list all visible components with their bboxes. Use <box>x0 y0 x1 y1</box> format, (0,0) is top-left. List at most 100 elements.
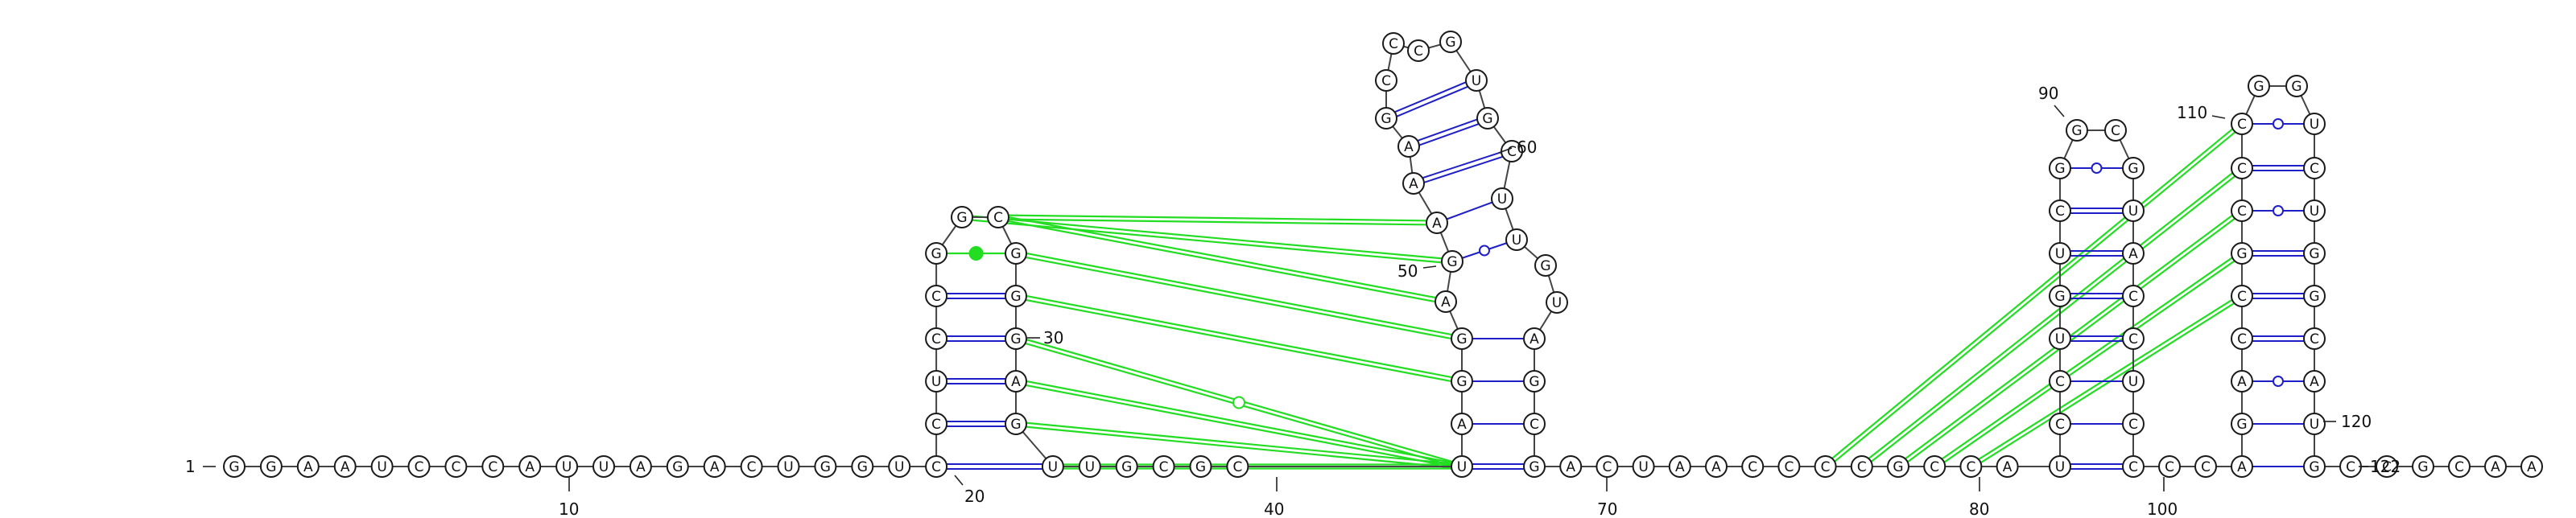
nucleotide-letter: A <box>636 459 646 475</box>
pseudoknot-pair-74-102 <box>1934 254 2244 469</box>
pseudoknot-pair-32-39-b <box>1016 421 1463 466</box>
nucleotide-letter: C <box>2454 459 2464 475</box>
nucleotide-45: A <box>1426 212 1448 234</box>
nucleotide-letter: G <box>931 246 942 262</box>
nucleotide-25: G <box>925 242 948 265</box>
nucleotide-letter: G <box>1445 35 1455 51</box>
nucleotide-letter: A <box>2003 459 2013 475</box>
nucleotide-letter: U <box>894 459 904 475</box>
nucleotide-109: C <box>2303 157 2326 179</box>
base-pair-47-54 <box>1409 119 1489 150</box>
nucleotide-circle <box>2049 242 2071 265</box>
nucleotide-letter: U <box>599 459 609 475</box>
nucleotide-106: G <box>2248 75 2270 97</box>
number-label-10: 10 <box>559 500 579 518</box>
nucleotide-circle <box>1435 290 1457 313</box>
number-label-60: 60 <box>1517 138 1537 157</box>
nucleotide-circle <box>740 455 763 478</box>
nucleotide-letter: A <box>525 459 535 475</box>
nucleotide-circle <box>1115 455 1138 478</box>
nucleotide-18: G <box>851 455 874 478</box>
nucleotide-circle <box>1959 455 1983 478</box>
nucleotide-42: G <box>1451 327 1473 350</box>
number-label-100: 100 <box>2147 500 2178 518</box>
nucleotide-letter: U <box>1085 459 1095 475</box>
nucleotide-circle <box>444 455 468 478</box>
nucleotide-letter: C <box>451 459 460 475</box>
number-label-110: 110 <box>2177 103 2207 122</box>
nucleotide-52: G <box>1439 31 1462 53</box>
nucleotide-93: C <box>2122 413 2145 435</box>
nucleotide-circle <box>2122 413 2145 435</box>
pseudoknot-pair-31-39 <box>1015 382 1462 470</box>
nucleotide-35: G <box>1115 455 1138 478</box>
nucleotide-letter: C <box>1602 459 1612 475</box>
pseudoknot-layer <box>936 121 2244 470</box>
pseudoknot-mark-30-39 <box>1232 396 1245 409</box>
pseudoknot-pair-26-44-b <box>962 214 1453 261</box>
nucleotide-letter: G <box>2309 289 2319 305</box>
nucleotide-circle <box>1476 107 1499 130</box>
nucleotide-circle <box>2484 455 2507 478</box>
nucleotide-75: C <box>1959 455 1983 478</box>
nucleotide-letter: U <box>377 459 386 475</box>
nucleotide-circle <box>2520 455 2543 478</box>
nucleotide-59: U <box>1546 291 1568 314</box>
nucleotide-5: U <box>370 455 394 478</box>
nucleotide-letter: C <box>931 417 941 433</box>
nucleotide-letter: C <box>931 331 941 347</box>
pseudoknot-pair-31-39-b <box>1016 378 1463 466</box>
nucleotide-circle <box>2231 199 2253 222</box>
nucleotide-66: U <box>1632 455 1655 478</box>
nucleotide-46: A <box>1402 172 1425 195</box>
nucleotide-23: C <box>925 327 948 350</box>
nucleotide-circle <box>1887 455 1909 478</box>
nucleotide-79: C <box>2049 370 2071 393</box>
nucleotide-120: C <box>2448 455 2471 478</box>
nucleotide-89: A <box>2122 242 2145 265</box>
nucleotide-9: A <box>518 455 542 478</box>
wobble-mark-84-87 <box>2091 162 2103 174</box>
nucleotide-circle <box>1996 455 2019 478</box>
nucleotide-circle <box>2231 113 2253 135</box>
nucleotide-26: G <box>951 206 973 228</box>
pseudoknot-pair-27-45 <box>997 218 1437 226</box>
nucleotide-letter: G <box>956 210 967 226</box>
nucleotide-6: C <box>407 455 431 478</box>
nucleotide-circle <box>1491 187 1513 210</box>
nucleotide-circle <box>851 455 874 478</box>
nucleotide-19: U <box>888 455 911 478</box>
wobble-mark-103-110 <box>2273 205 2284 216</box>
number-tick-50 <box>1422 265 1437 269</box>
nucleotide-letter: A <box>1457 417 1467 433</box>
nucleotide-circle <box>1005 242 1027 265</box>
nucleotide-letter: U <box>562 459 572 475</box>
nucleotide-circle <box>1505 228 1528 251</box>
nucleotide-circle <box>518 455 542 478</box>
nucleotide-circle <box>1441 250 1463 273</box>
pseudoknot-pair-28-42-b <box>1016 250 1463 338</box>
nucleotide-letter: G <box>2253 79 2264 95</box>
nucleotide-letter: C <box>2237 289 2247 305</box>
nucleotide-letter: A <box>1530 331 1539 347</box>
nucleotide-circle <box>2412 455 2434 478</box>
nucleotide-63: G <box>1523 455 1546 478</box>
pseudoknot-pair-75-101 <box>1971 297 2244 470</box>
nucleotide-circle <box>1559 455 1583 478</box>
nucleotide-letter: C <box>2128 417 2138 433</box>
nucleotide-circle <box>1632 455 1655 478</box>
nucleotide-32: G <box>1005 413 1027 435</box>
nucleotide-17: G <box>814 455 837 478</box>
nucleotide-letter: C <box>2165 459 2174 475</box>
number-label-40: 40 <box>1264 500 1284 518</box>
nucleotide-circle <box>1041 455 1064 478</box>
nucleotide-113: C <box>2303 327 2326 350</box>
nucleotide-circle <box>1777 455 1801 478</box>
nucleotide-letter: C <box>1821 459 1831 475</box>
pseudoknot-pair-27-43 <box>997 218 1446 305</box>
nucleotide-circle <box>2231 285 2253 307</box>
base-pair-46-55-b <box>1412 148 1512 183</box>
nucleotide-1: G <box>223 455 246 478</box>
nucleotide-2: G <box>259 455 283 478</box>
nucleotide-letter: C <box>2310 331 2319 347</box>
